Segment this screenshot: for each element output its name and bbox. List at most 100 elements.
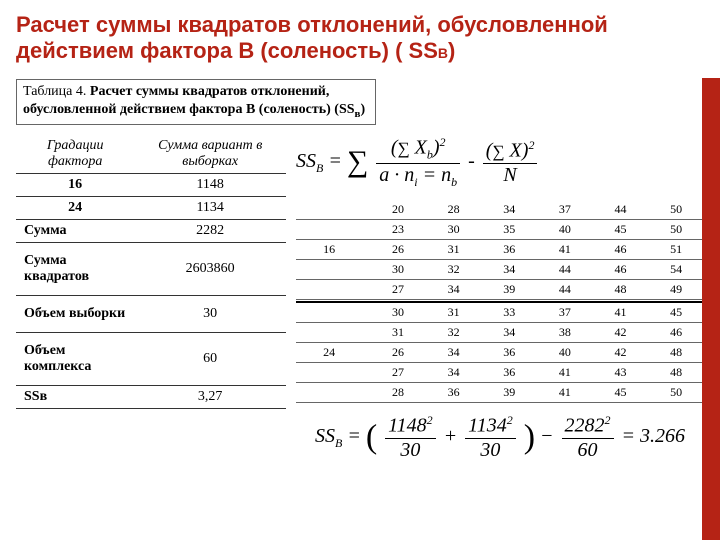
fb-n3s: 2 [605, 413, 611, 427]
grid-cell: 45 [648, 302, 704, 323]
f-n1sup: 2 [440, 135, 446, 149]
grid-cell: 41 [537, 363, 593, 383]
table-row: Объем комплекса60 [16, 333, 286, 386]
frac2: (∑ X)2 N [483, 138, 538, 187]
grid-cell: 27 [370, 363, 426, 383]
title-line1: Расчет суммы квадратов отклонений, обусл… [16, 12, 608, 37]
cell-ssb-label: SSв [16, 386, 134, 409]
grid-cell: 30 [370, 302, 426, 323]
fb-n3t: 2282 [565, 415, 605, 437]
grid-row-label [296, 200, 370, 220]
grid-cell: 45 [593, 219, 649, 239]
title-sub: B [438, 45, 448, 61]
grid-cell: 32 [426, 323, 482, 343]
grid-cell: 44 [593, 200, 649, 220]
grid-cell: 50 [648, 383, 704, 403]
fb-result: = 3.266 [622, 425, 686, 447]
table-header-row: Градации фактора Сумма вариант в выборка… [16, 135, 286, 174]
fb-n3b: 60 [562, 439, 614, 462]
grid-cell: 36 [426, 383, 482, 403]
cell-sumsq-label: Сумма квадратов [16, 243, 134, 296]
grid-cell: 23 [370, 219, 426, 239]
frac1: (∑ Xb)2 a · ni = nb [376, 135, 460, 190]
cell-complex-label: Объем комплекса [16, 333, 134, 386]
grid-row: 303234444654 [296, 259, 704, 279]
grid-cell: 49 [648, 279, 704, 299]
cell-sample-label: Объем выборки [16, 296, 134, 333]
grid-cell: 54 [648, 259, 704, 279]
f-d1a: a · n [379, 164, 414, 186]
grid-row: 283639414550 [296, 383, 704, 403]
grid-cell: 35 [481, 219, 537, 239]
f-d2: N [483, 164, 538, 187]
grid-row: 233035404550 [296, 219, 704, 239]
cell-sample-val: 30 [134, 296, 286, 333]
grid-cell: 44 [537, 259, 593, 279]
caption-a: Таблица 4. [23, 84, 90, 99]
table-row: Сумма2282 [16, 220, 286, 243]
header-sum: Сумма вариант в выборках [134, 135, 286, 174]
grid-cell: 45 [593, 383, 649, 403]
table-row: 241134 [16, 197, 286, 220]
fb-n1b: 30 [385, 439, 436, 462]
grid-cell: 32 [426, 259, 482, 279]
grid-cell: 31 [426, 302, 482, 323]
grid-cell: 51 [648, 239, 704, 259]
table-row: Объем выборки30 [16, 296, 286, 333]
grid-cell: 36 [481, 343, 537, 363]
fb-frac2: 11342 30 [465, 413, 516, 462]
cell-sum-label: Сумма [16, 220, 134, 243]
grid-row: 273436414348 [296, 363, 704, 383]
cell-complex-val: 60 [134, 333, 286, 386]
cell-s1134: 1134 [134, 197, 286, 220]
grid-cell: 34 [426, 343, 482, 363]
grid-cell: 37 [537, 302, 593, 323]
grid-cell: 46 [593, 239, 649, 259]
grid-cell: 37 [537, 200, 593, 220]
table-caption: Таблица 4. Расчет суммы квадратов отклон… [16, 79, 376, 125]
fb-open: ( [366, 419, 377, 456]
data-grid: 2028343744502330354045501626313641465130… [296, 200, 704, 404]
grid-cell: 41 [593, 302, 649, 323]
grid-cell: 34 [426, 363, 482, 383]
grid-cell: 50 [648, 200, 704, 220]
grid-cell: 27 [370, 279, 426, 299]
grid-row: 24263436404248 [296, 343, 704, 363]
accent-bar [702, 78, 720, 540]
fb-minus: − [540, 425, 559, 447]
f-n1c: ) [433, 137, 440, 159]
grid-cell: 48 [593, 279, 649, 299]
grid-cell: 34 [481, 200, 537, 220]
grid-cell: 26 [370, 239, 426, 259]
table-row: SSв3,27 [16, 386, 286, 409]
grid-cell: 30 [426, 219, 482, 239]
summary-table: Градации фактора Сумма вариант в выборка… [16, 135, 286, 409]
grid-row-label [296, 363, 370, 383]
f-eq: = [323, 150, 347, 172]
f-n1b: X [415, 137, 427, 159]
f-n2b: X) [510, 140, 529, 162]
grid-cell: 34 [481, 259, 537, 279]
title-line2a: действием фактора В (соленость) ( SS [16, 38, 438, 63]
grid-row-label: 24 [296, 343, 370, 363]
fb-n2b: 30 [465, 439, 516, 462]
f-d1b: = n [418, 164, 452, 186]
grid-cell: 31 [426, 239, 482, 259]
fb-n2s: 2 [507, 413, 513, 427]
f-d1sub2: b [451, 175, 457, 189]
grid-cell: 41 [537, 383, 593, 403]
caption-c: ) [360, 102, 365, 117]
grid-cell: 44 [537, 279, 593, 299]
f-n2sup: 2 [528, 138, 534, 152]
sigma-small-icon: ∑ [397, 139, 409, 159]
grid-row-label [296, 323, 370, 343]
fb-plus: + [444, 425, 463, 447]
f-lhs: SS [296, 150, 316, 172]
fb-close: ) [524, 419, 535, 456]
formula-computed: SSB = ( 11482 30 + 11342 30 ) − 22822 60 [296, 413, 704, 462]
grid-cell: 38 [537, 323, 593, 343]
grid-cell: 39 [481, 383, 537, 403]
table-row: Сумма квадратов2603860 [16, 243, 286, 296]
grid-cell: 48 [648, 363, 704, 383]
grid-row: 16263136414651 [296, 239, 704, 259]
